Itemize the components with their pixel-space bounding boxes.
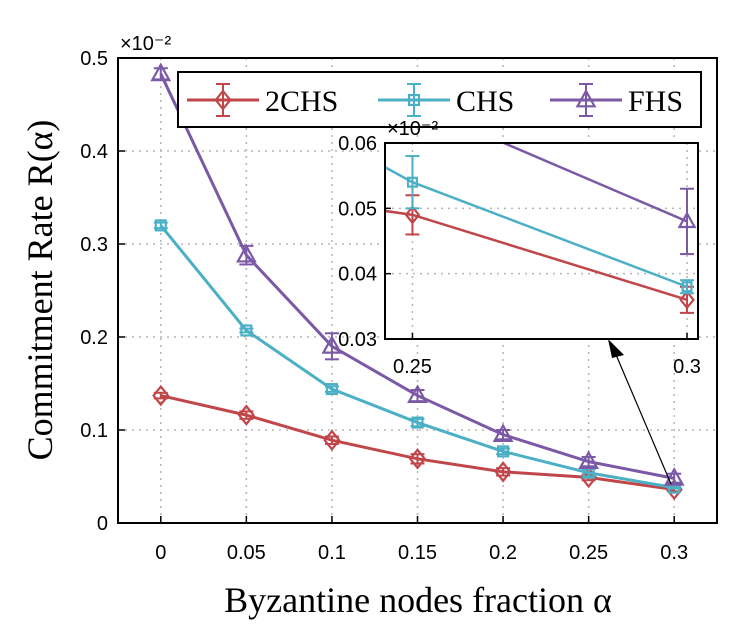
- inset-y-tick-label: 0.05: [338, 198, 377, 220]
- inset-background: [385, 143, 698, 339]
- inset-x-tick-label: 0.3: [673, 356, 701, 378]
- data-point-chs: [240, 324, 253, 337]
- main-axis-ticks: 0 0.05 0.1 0.15 0.2 0.25 0.3 0 0.1 0.2 0.3 0.4 0.5: [80, 48, 688, 564]
- x-tick-label: 0.05: [227, 542, 266, 564]
- legend-marker: [407, 93, 421, 107]
- y-tick-label: 0.5: [80, 48, 108, 70]
- inset-data-point-2chs: [404, 205, 421, 225]
- inset-x-tick-label: 0.25: [393, 356, 432, 378]
- data-point-2chs: [408, 448, 427, 470]
- x-axis-label: Byzantine nodes fraction α: [224, 580, 612, 620]
- inset-data-point-2chs: [679, 290, 695, 310]
- data-point-fhs: [150, 62, 172, 82]
- inset-y-tick-label: 0.04: [338, 264, 377, 286]
- legend-label-chs: CHS: [456, 85, 514, 118]
- data-point-chs: [154, 219, 167, 232]
- data-point-fhs: [578, 450, 600, 470]
- x-tick-label: 0.2: [489, 542, 517, 564]
- legend-marker: [214, 89, 232, 111]
- x-tick-label: 0: [155, 542, 166, 564]
- data-point-fhs: [492, 423, 514, 443]
- inset-data-point-chs: [681, 281, 693, 293]
- data-point-chs: [497, 445, 510, 458]
- inset-zoom-panel: 0.25 0.3 0.03 0.04 0.05 0.06 ×10⁻²: [338, 118, 701, 378]
- inset-frame: [384, 142, 699, 340]
- x-tick-label: 0.15: [398, 542, 437, 564]
- zoom-arrow: [608, 339, 672, 485]
- legend: 2CHS CHS FHS: [177, 71, 702, 128]
- data-point-fhs: [407, 384, 428, 403]
- y-scale-label: ×10⁻²: [120, 33, 171, 55]
- y-tick-label: 0.1: [80, 420, 108, 442]
- zoom-arrow-head: [608, 339, 624, 358]
- inset-data-point-fhs: [677, 211, 697, 229]
- y-tick-label: 0.2: [80, 327, 108, 349]
- data-point-fhs: [663, 467, 685, 486]
- inset-series-layer: [385, 143, 697, 314]
- x-tick-label: 0.25: [569, 542, 608, 564]
- data-point-2chs: [152, 384, 170, 407]
- data-point-2chs: [494, 461, 512, 483]
- data-point-chs: [325, 383, 338, 396]
- y-tick-label: 0.3: [80, 234, 108, 256]
- legend-label-fhs: FHS: [628, 85, 683, 118]
- inset-data-point-chs: [406, 176, 418, 188]
- inset-y-tick-label: 0.06: [338, 133, 377, 155]
- main-series-layer: [150, 62, 685, 501]
- y-tick-label: 0.4: [80, 141, 108, 163]
- zoom-arrow-line: [613, 349, 672, 485]
- data-point-fhs: [235, 243, 257, 263]
- legend-label-2chs: 2CHS: [265, 85, 338, 118]
- data-point-fhs: [321, 335, 343, 354]
- inset-axis-ticks: 0.25 0.3 0.03 0.04 0.05 0.06: [338, 133, 701, 378]
- inset-y-scale-label: ×10⁻²: [387, 118, 438, 140]
- x-tick-label: 0.3: [660, 542, 688, 564]
- data-point-2chs: [237, 404, 255, 426]
- y-tick-label: 0: [97, 513, 108, 535]
- inset-y-tick-label: 0.03: [338, 329, 377, 351]
- x-tick-label: 0.1: [318, 542, 346, 564]
- y-axis-label: Commitment Rate R(α): [20, 120, 60, 461]
- data-point-2chs: [323, 429, 341, 451]
- legend-marker: [575, 88, 597, 108]
- data-point-chs: [411, 416, 424, 429]
